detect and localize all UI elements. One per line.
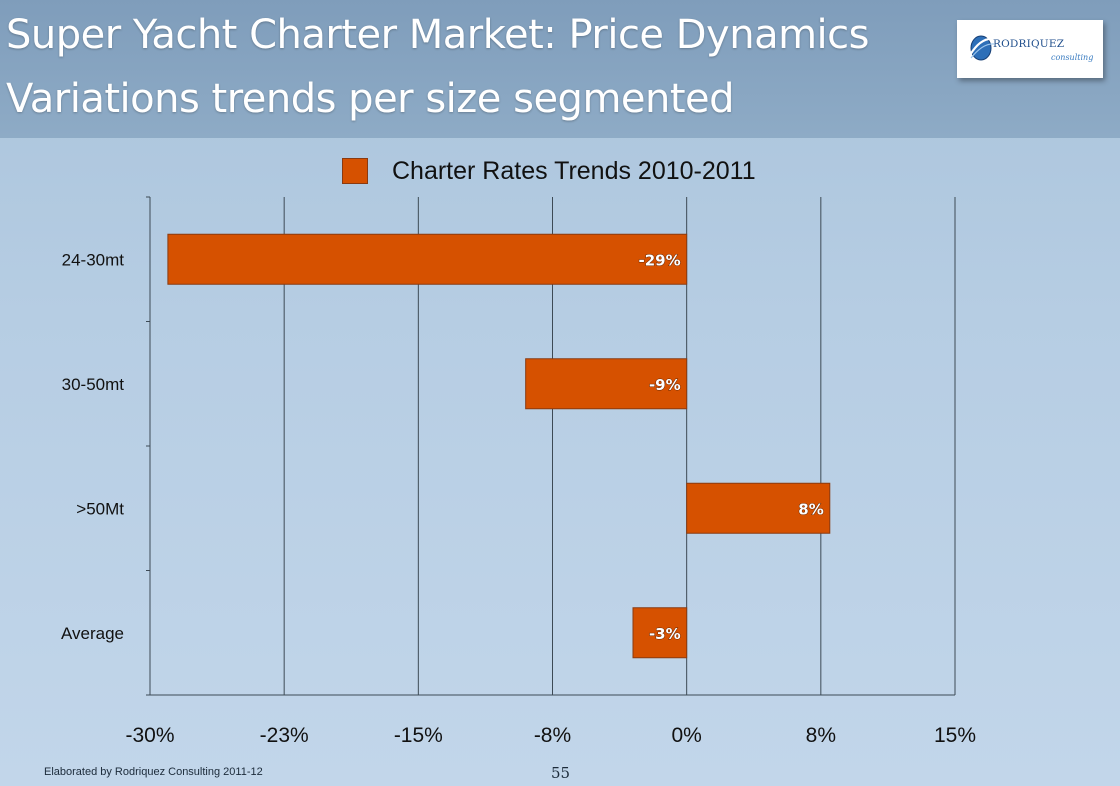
slide-header: Super Yacht Charter Market: Price Dynami… [0, 0, 1120, 138]
category-label: 24-30mt [62, 250, 125, 269]
data-label: -29% [639, 251, 681, 269]
data-label: -3% [649, 625, 681, 643]
x-tick-label: 0% [671, 724, 701, 747]
footer-note: Elaborated by Rodriquez Consulting 2011-… [44, 766, 263, 778]
legend-label: Charter Rates Trends 2010-2011 [392, 156, 756, 185]
category-label: 30-50mt [62, 375, 125, 394]
x-tick-label: 15% [934, 724, 976, 747]
bar [686, 482, 831, 534]
slide-subtitle: Variations trends per size segmented [6, 76, 735, 122]
bar [632, 607, 688, 659]
chart-legend: Charter Rates Trends 2010-2011 [342, 156, 756, 186]
bar [525, 358, 688, 410]
data-label: 8% [798, 500, 823, 518]
x-tick-label: -23% [260, 724, 309, 747]
x-tick-label: -30% [125, 724, 174, 747]
slide-title: Super Yacht Charter Market: Price Dynami… [6, 12, 870, 58]
logo-name: RODRIQUEZ [993, 38, 1065, 50]
bar [167, 233, 688, 285]
x-tick-label: 8% [806, 724, 836, 747]
logo-sub: consulting [1051, 53, 1094, 62]
data-label: -9% [649, 376, 681, 394]
category-label: Average [61, 624, 124, 643]
page-number: 55 [551, 764, 571, 782]
legend-swatch [342, 158, 368, 184]
company-logo: RODRIQUEZ consulting [957, 20, 1103, 78]
category-label: >50Mt [76, 499, 124, 518]
x-tick-label: -8% [534, 724, 571, 747]
x-tick-label: -15% [394, 724, 443, 747]
globe-swoosh-icon [969, 35, 995, 61]
